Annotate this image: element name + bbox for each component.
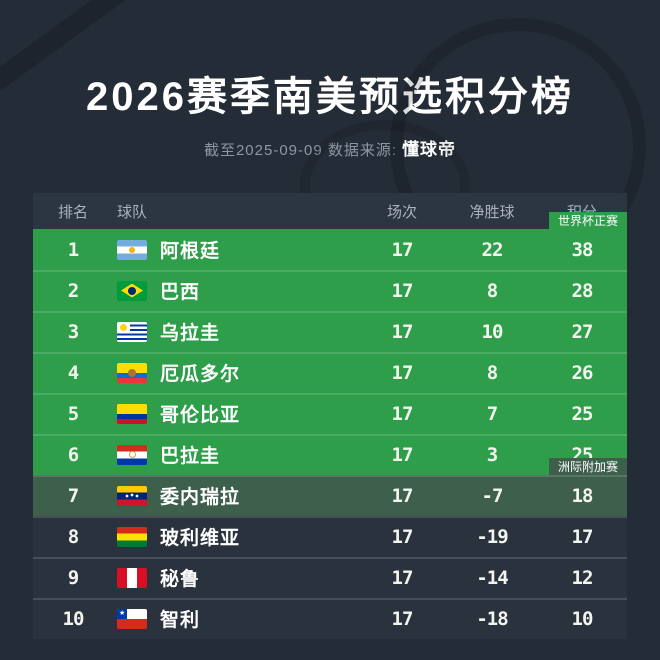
team-name: 巴西 <box>160 282 201 303</box>
rank-cell: 5 <box>67 402 79 425</box>
rank-cell: 4 <box>67 361 79 384</box>
argentina-flag-icon <box>117 239 147 260</box>
team-cell: 哥伦比亚 <box>113 400 357 427</box>
team-cell: 委内瑞拉 <box>113 482 357 509</box>
points-cell: 10 <box>571 607 594 630</box>
gd-cell: -14 <box>476 566 508 589</box>
brazil-flag-icon <box>117 280 147 301</box>
points-cell: 17 <box>571 525 594 548</box>
table-row: 2 巴西 17 8 28 <box>33 270 627 311</box>
played-cell: 17 <box>391 402 414 425</box>
table-row: 4 厄瓜多尔 17 8 26 <box>33 352 627 393</box>
played-cell: 17 <box>391 525 414 548</box>
team-cell: 智利 <box>113 605 357 632</box>
rank-cell: 3 <box>67 320 79 343</box>
team-cell: 厄瓜多尔 <box>113 359 357 386</box>
rank-cell: 9 <box>67 566 79 589</box>
team-name: 乌拉圭 <box>160 323 221 344</box>
table-body: 1 阿根廷 17 22 38 世界杯正赛 2 巴西 17 8 28 3 乌拉圭 … <box>33 212 627 639</box>
points-cell: 26 <box>571 361 594 384</box>
rank-cell: 2 <box>67 279 79 302</box>
played-cell: 17 <box>391 566 414 589</box>
points-cell: 27 <box>571 320 594 343</box>
gd-cell: -19 <box>476 525 508 548</box>
team-name: 委内瑞拉 <box>160 487 241 508</box>
colombia-flag-icon <box>117 403 147 424</box>
chile-flag-icon <box>117 608 147 629</box>
team-name: 巴拉圭 <box>160 446 221 467</box>
gd-cell: 8 <box>486 361 498 384</box>
gd-cell: 7 <box>486 402 498 425</box>
played-cell: 17 <box>391 607 414 630</box>
team-cell: 巴西 <box>113 277 357 304</box>
team-cell: 巴拉圭 <box>113 441 357 468</box>
header-rank: 排名 <box>57 203 88 221</box>
header-played: 场次 <box>386 203 417 221</box>
zone-badge: 世界杯正赛 <box>548 212 627 229</box>
team-name: 秘鲁 <box>160 569 201 590</box>
table-row: 8 玻利维亚 17 -19 17 <box>33 516 627 557</box>
bolivia-flag-icon <box>117 526 147 547</box>
table-row: 5 哥伦比亚 17 7 25 <box>33 393 627 434</box>
rank-cell: 10 <box>62 607 85 630</box>
table-header-row: 排名 球队 场次 净胜球 积分 <box>33 193 627 229</box>
played-cell: 17 <box>391 238 414 261</box>
paraguay-flag-icon <box>117 444 147 465</box>
venezuela-flag-icon <box>117 485 147 506</box>
team-name: 智利 <box>160 610 201 631</box>
gd-cell: -7 <box>481 484 504 507</box>
points-cell: 38 <box>571 238 594 261</box>
team-name: 厄瓜多尔 <box>160 364 241 385</box>
rank-cell: 8 <box>67 525 79 548</box>
team-name: 玻利维亚 <box>160 528 241 549</box>
played-cell: 17 <box>391 320 414 343</box>
gd-cell: 8 <box>486 279 498 302</box>
subtitle-prefix: 截至2025-09-09 数据来源: <box>203 142 398 159</box>
gd-cell: 22 <box>481 238 504 261</box>
data-source-label: 懂球帝 <box>402 140 457 159</box>
played-cell: 17 <box>391 443 414 466</box>
header-gd: 净胜球 <box>469 203 515 221</box>
uruguay-flag-icon <box>117 321 147 342</box>
played-cell: 17 <box>391 279 414 302</box>
points-cell: 28 <box>571 279 594 302</box>
page-title: 2026赛季南美预选积分榜 <box>86 75 574 119</box>
peru-flag-icon <box>117 567 147 588</box>
team-cell: 秘鲁 <box>113 564 357 591</box>
standings-table: 排名 球队 场次 净胜球 积分 1 阿根廷 17 22 38 世界杯正赛 2 巴… <box>33 193 627 639</box>
gd-cell: 10 <box>481 320 504 343</box>
table-row: 1 阿根廷 17 22 38 世界杯正赛 <box>33 212 627 270</box>
played-cell: 17 <box>391 484 414 507</box>
team-cell: 乌拉圭 <box>113 318 357 345</box>
team-name: 阿根廷 <box>160 241 221 262</box>
points-cell: 25 <box>571 402 594 425</box>
table-row: 6 巴拉圭 17 3 25 <box>33 434 627 475</box>
table-row: 3 乌拉圭 17 10 27 <box>33 311 627 352</box>
table-row: 7 委内瑞拉 17 -7 18 洲际附加赛 <box>33 458 627 516</box>
played-cell: 17 <box>391 361 414 384</box>
points-cell: 12 <box>571 566 594 589</box>
team-name: 哥伦比亚 <box>160 405 241 426</box>
table-row: 10 智利 17 -18 10 <box>33 598 627 639</box>
header-team: 球队 <box>117 203 148 221</box>
rank-cell: 6 <box>67 443 79 466</box>
team-cell: 玻利维亚 <box>113 523 357 550</box>
team-cell: 阿根廷 <box>113 236 357 263</box>
table-row: 9 秘鲁 17 -14 12 <box>33 557 627 598</box>
zone-badge: 洲际附加赛 <box>548 458 627 475</box>
rank-cell: 1 <box>67 238 79 261</box>
points-cell: 18 <box>571 484 594 507</box>
rank-cell: 7 <box>67 484 79 507</box>
ecuador-flag-icon <box>117 362 147 383</box>
gd-cell: -18 <box>476 607 508 630</box>
gd-cell: 3 <box>486 443 498 466</box>
subtitle: 截至2025-09-09 数据来源: 懂球帝 <box>0 135 660 160</box>
